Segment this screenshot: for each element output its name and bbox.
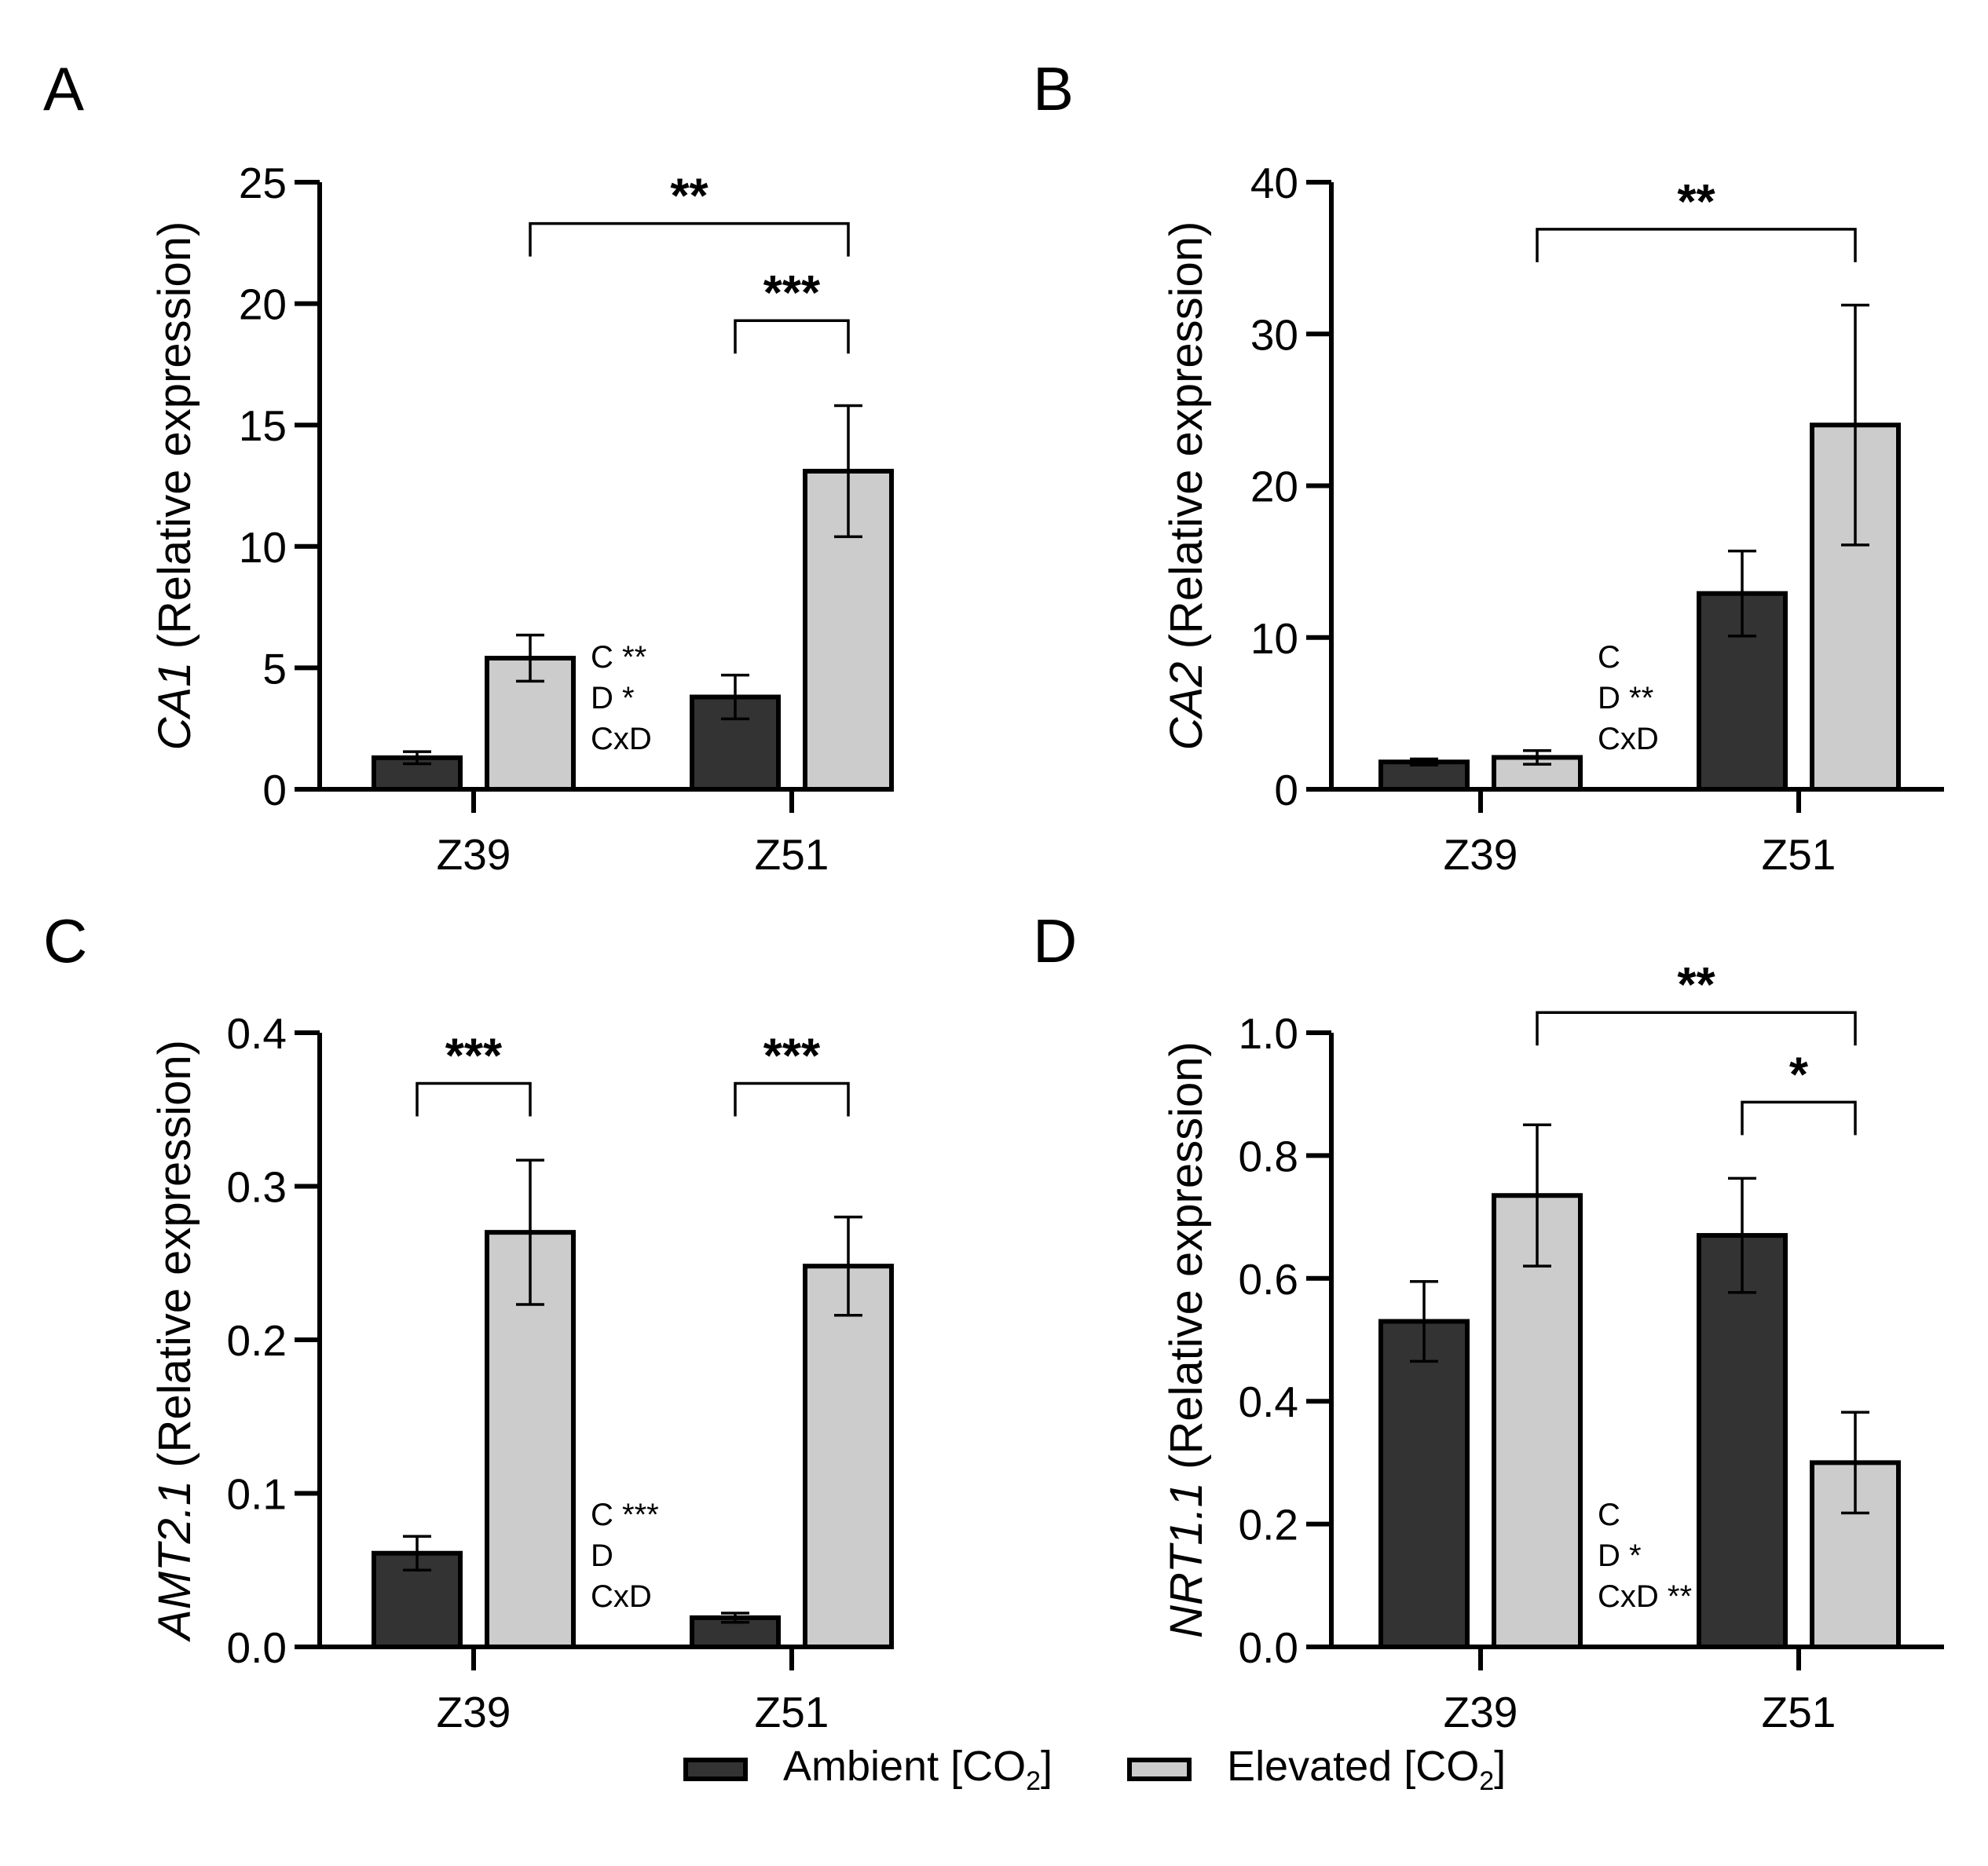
bar-elevated-Z51	[803, 1264, 894, 1650]
panel-letter: B	[1033, 54, 1074, 123]
y-axis-label-unit: (Relative expression)	[1161, 221, 1212, 662]
anova-stat-line: CxD **	[1598, 1579, 1692, 1614]
panel-letter: A	[43, 54, 84, 123]
y-tick-label: 0.0	[227, 1623, 287, 1672]
significance-label: ***	[763, 1030, 821, 1084]
significance-bracket	[734, 319, 850, 354]
bar-ambient-Z51	[1697, 1233, 1788, 1650]
y-axis-label-gene: AMT2.1	[149, 1480, 200, 1642]
legend: Ambient [CO2] Elevated [CO2]	[683, 1742, 1580, 1797]
anova-stat-line: D *	[1598, 1539, 1642, 1573]
y-tick-label: 15	[239, 401, 287, 450]
significance-bracket	[1536, 228, 1857, 262]
legend-swatch-elevated	[1127, 1758, 1192, 1781]
anova-stat-line: C **	[591, 640, 646, 675]
y-axis-label: CA2 (Relative expression)	[1161, 221, 1212, 751]
significance-label: **	[670, 170, 708, 224]
significance-bracket	[416, 1081, 532, 1117]
panel-A: A 0 5 10 15 20 25 Z39 Z51 CA1 (Relative expressio…	[43, 54, 894, 879]
x-tick-label: Z51	[1762, 830, 1836, 879]
x-tick-label: Z51	[755, 1688, 829, 1736]
significance-label: **	[1677, 175, 1715, 229]
y-tick-label: 30	[1250, 310, 1298, 359]
y-tick-label: 0	[262, 766, 287, 814]
y-tick-label: 0	[1274, 766, 1298, 814]
significance-label: **	[1677, 958, 1715, 1012]
panel-letter: C	[43, 906, 87, 975]
y-axis-label: CA1 (Relative expression)	[149, 221, 200, 751]
x-tick-label: Z51	[1762, 1688, 1836, 1736]
y-axis-label-gene: CA1	[149, 662, 200, 751]
x-tick-label: Z39	[437, 1688, 511, 1736]
y-tick-label: 0.6	[1239, 1255, 1298, 1304]
y-tick-label: 0.0	[1239, 1623, 1298, 1672]
y-tick-label: 20	[239, 280, 287, 329]
anova-stat-line: C ***	[591, 1498, 659, 1532]
significance-bracket	[1741, 1100, 1857, 1136]
legend-label-ambient: Ambient [CO2]	[783, 1743, 1053, 1796]
y-tick-label: 1.0	[1239, 1009, 1298, 1058]
x-tick-label: Z39	[437, 830, 511, 879]
legend-swatch-ambient	[683, 1758, 748, 1781]
y-axis-label-gene: CA2	[1161, 662, 1212, 751]
y-axis-label: NRT1.1 (Relative expression)	[1161, 1041, 1212, 1638]
y-tick-label: 10	[239, 523, 287, 572]
y-tick-label: 40	[1250, 159, 1298, 207]
bar-ambient-Z39	[1378, 1319, 1470, 1650]
y-tick-label: 0.4	[1239, 1378, 1298, 1426]
y-tick-label: 10	[1250, 614, 1298, 663]
y-tick-label: 0.4	[227, 1009, 287, 1058]
y-axis-label-unit: (Relative expression)	[149, 1040, 200, 1480]
x-tick-label: Z51	[755, 830, 829, 879]
y-tick-label: 25	[239, 159, 287, 207]
anova-stat-line: CxD	[1598, 722, 1659, 756]
y-axis-label-gene: NRT1.1	[1161, 1482, 1212, 1638]
anova-stat-line: C	[1598, 1498, 1620, 1532]
significance-label: ***	[763, 266, 821, 320]
x-tick-label: Z39	[1444, 1688, 1518, 1736]
panel-letter: D	[1033, 906, 1077, 975]
bar-elevated-Z39	[485, 656, 576, 792]
y-axis-label: AMT2.1 (Relative expression)	[149, 1040, 200, 1642]
anova-stat-line: D *	[591, 681, 635, 715]
y-tick-label: 0.2	[1239, 1501, 1298, 1550]
panel-D: D 0.0 0.2 0.4 0.6 0.8 1.0 Z39 Z51 NRT1.1 (Relativ…	[1033, 906, 1944, 1736]
y-tick-label: 5	[262, 644, 287, 693]
significance-label: *	[1789, 1048, 1809, 1102]
significance-bracket	[734, 1081, 850, 1117]
y-axis-label-unit: (Relative expression)	[1161, 1041, 1212, 1482]
significance-bracket	[529, 221, 850, 257]
anova-stat-line: D	[591, 1539, 613, 1573]
legend-item-elevated: Elevated [CO2]	[1127, 1742, 1506, 1797]
significance-bracket	[1536, 1011, 1857, 1046]
y-tick-label: 0.1	[227, 1470, 287, 1519]
panel-B: B 0 10 20 30 40 Z39 Z51 CA2 (Relative expression…	[1033, 54, 1944, 879]
y-tick-label: 0.2	[227, 1316, 287, 1365]
anova-stat-line: CxD	[591, 722, 652, 756]
legend-label-elevated: Elevated [CO2]	[1227, 1743, 1507, 1796]
x-tick-label: Z39	[1444, 830, 1518, 879]
panel-C: C 0.0 0.1 0.2 0.3 0.4 Z39 Z51 AMT2.1 (Relative e…	[43, 906, 894, 1736]
anova-stat-line: C	[1598, 640, 1620, 675]
y-axis-label-unit: (Relative expression)	[149, 221, 200, 662]
y-tick-label: 0.8	[1239, 1132, 1298, 1180]
significance-label: ***	[445, 1030, 503, 1084]
anova-stat-line: CxD	[591, 1579, 652, 1614]
anova-stat-line: D **	[1598, 681, 1653, 715]
y-tick-label: 20	[1250, 463, 1298, 511]
legend-item-ambient: Ambient [CO2]	[683, 1742, 1053, 1797]
y-tick-label: 0.3	[227, 1163, 287, 1212]
